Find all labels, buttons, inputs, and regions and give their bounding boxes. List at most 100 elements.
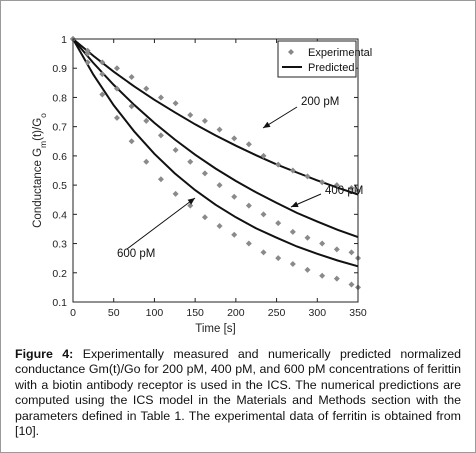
x-axis-title: Time [s] [195, 323, 235, 335]
legend-label-predicted: Predicted [308, 62, 354, 74]
annotation-200-pm: 200 pM [301, 96, 339, 108]
experimental-point [333, 182, 340, 189]
plot-frame [72, 38, 359, 303]
experimental-point [319, 272, 326, 279]
caption-label: Figure 4: [15, 347, 74, 361]
experimental-point [260, 152, 267, 159]
x-tick-label: 250 [268, 307, 286, 319]
experimental-point [99, 71, 106, 78]
experimental-point [231, 231, 238, 238]
annotation-arrow-head [291, 201, 299, 207]
x-tick-label: 0 [70, 307, 76, 319]
y-tick-label: 1 [61, 34, 67, 46]
experimental-point [289, 167, 296, 174]
experimental-point [84, 59, 91, 66]
y-tick-label: 0.9 [52, 63, 67, 75]
experimental-point [172, 190, 179, 197]
experimental-point [245, 141, 252, 148]
experimental-point [275, 255, 282, 262]
experimental-point [216, 126, 223, 133]
y-tick-label: 0.6 [52, 151, 67, 163]
experimental-point [143, 117, 150, 124]
experimental-point [304, 173, 311, 180]
legend-label-experimental: Experimental [308, 47, 372, 59]
x-tick-label: 200 [227, 307, 245, 319]
experimental-point [216, 182, 223, 189]
experimental-point [84, 50, 91, 57]
experimental-point [99, 59, 106, 66]
x-tick-label: 50 [108, 307, 120, 319]
experimental-point [143, 158, 150, 165]
experimental-point [113, 85, 120, 92]
experimental-point [201, 214, 208, 221]
experimental-point [128, 73, 135, 80]
y-tick-label: 0.1 [52, 297, 67, 309]
experimental-point [348, 249, 355, 256]
annotation-400-pm: 400 pM [325, 185, 363, 197]
experimental-point [231, 135, 238, 142]
axis-ticks: 0 50 100 150 200 250 300 350 0.1 0.2 0.3 0.4 0.5 0.6 0… [52, 34, 367, 319]
legend: Experimental Predicted [277, 40, 372, 78]
x-tick-label: 100 [146, 307, 164, 319]
experimental-point [187, 202, 194, 209]
caption-text: Experimentally measured and numerically … [15, 347, 461, 439]
experimental-point [319, 240, 326, 247]
annotation-arrow-line [126, 197, 196, 250]
y-tick-label: 0.7 [52, 122, 67, 134]
experimental-point [275, 161, 282, 168]
x-tick-label: 150 [186, 307, 204, 319]
experimental-point [157, 132, 164, 139]
experimental-point [319, 179, 326, 186]
experimental-point [113, 65, 120, 72]
annotation-arrow-head [263, 121, 271, 128]
experimental-point [128, 138, 135, 145]
experimental-point [304, 266, 311, 273]
figure-caption: Figure 4: Experimentally measured and nu… [15, 347, 461, 439]
experimental-point [260, 211, 267, 218]
predicted-line-400-pm [72, 38, 359, 239]
experimental-point [187, 158, 194, 165]
experimental-point [216, 223, 223, 230]
experimental-point [289, 228, 296, 235]
annotation-600-pm: 600 pM [117, 248, 155, 260]
experimental-point [333, 246, 340, 253]
legend-box [277, 40, 357, 78]
y-axis-title: Conductance Gm(t)/Go [32, 113, 48, 228]
y-tick-label: 0.3 [52, 239, 67, 251]
y-tick-label: 0.4 [52, 209, 67, 221]
experimental-point [201, 170, 208, 177]
experimental-point [333, 275, 340, 282]
experimental-point [289, 261, 296, 268]
experimental-point [172, 147, 179, 154]
experimental-point [172, 100, 179, 107]
experimental-point [348, 281, 355, 288]
predicted-line-200-pm [72, 38, 359, 196]
x-tick-label: 350 [349, 307, 367, 319]
y-tick-label: 0.2 [52, 268, 67, 280]
experimental-point [157, 176, 164, 183]
experimental-point [143, 85, 150, 92]
experimental-point [231, 193, 238, 200]
predicted-curves [72, 38, 359, 268]
annotations: 200 pM 400 pM 600 pM [117, 96, 363, 260]
experimental-point [245, 240, 252, 247]
experimental-point [113, 114, 120, 121]
experimental-point [201, 117, 208, 124]
experimental-point [245, 202, 252, 209]
y-tick-label: 0.5 [52, 180, 67, 192]
experimental-point [99, 91, 106, 98]
y-tick-label: 0.8 [52, 92, 67, 104]
experimental-point [187, 111, 194, 118]
predicted-line-600-pm [72, 38, 359, 268]
experimental-point [348, 185, 355, 192]
legend-experimental-marker [288, 49, 294, 55]
experimental-point [260, 249, 267, 256]
experimental-point [128, 103, 135, 110]
experimental-points [70, 36, 361, 291]
experimental-point [275, 220, 282, 227]
x-tick-label: 300 [309, 307, 327, 319]
annotation-arrow-head [187, 198, 195, 205]
experimental-point [157, 94, 164, 101]
experimental-point [304, 234, 311, 241]
